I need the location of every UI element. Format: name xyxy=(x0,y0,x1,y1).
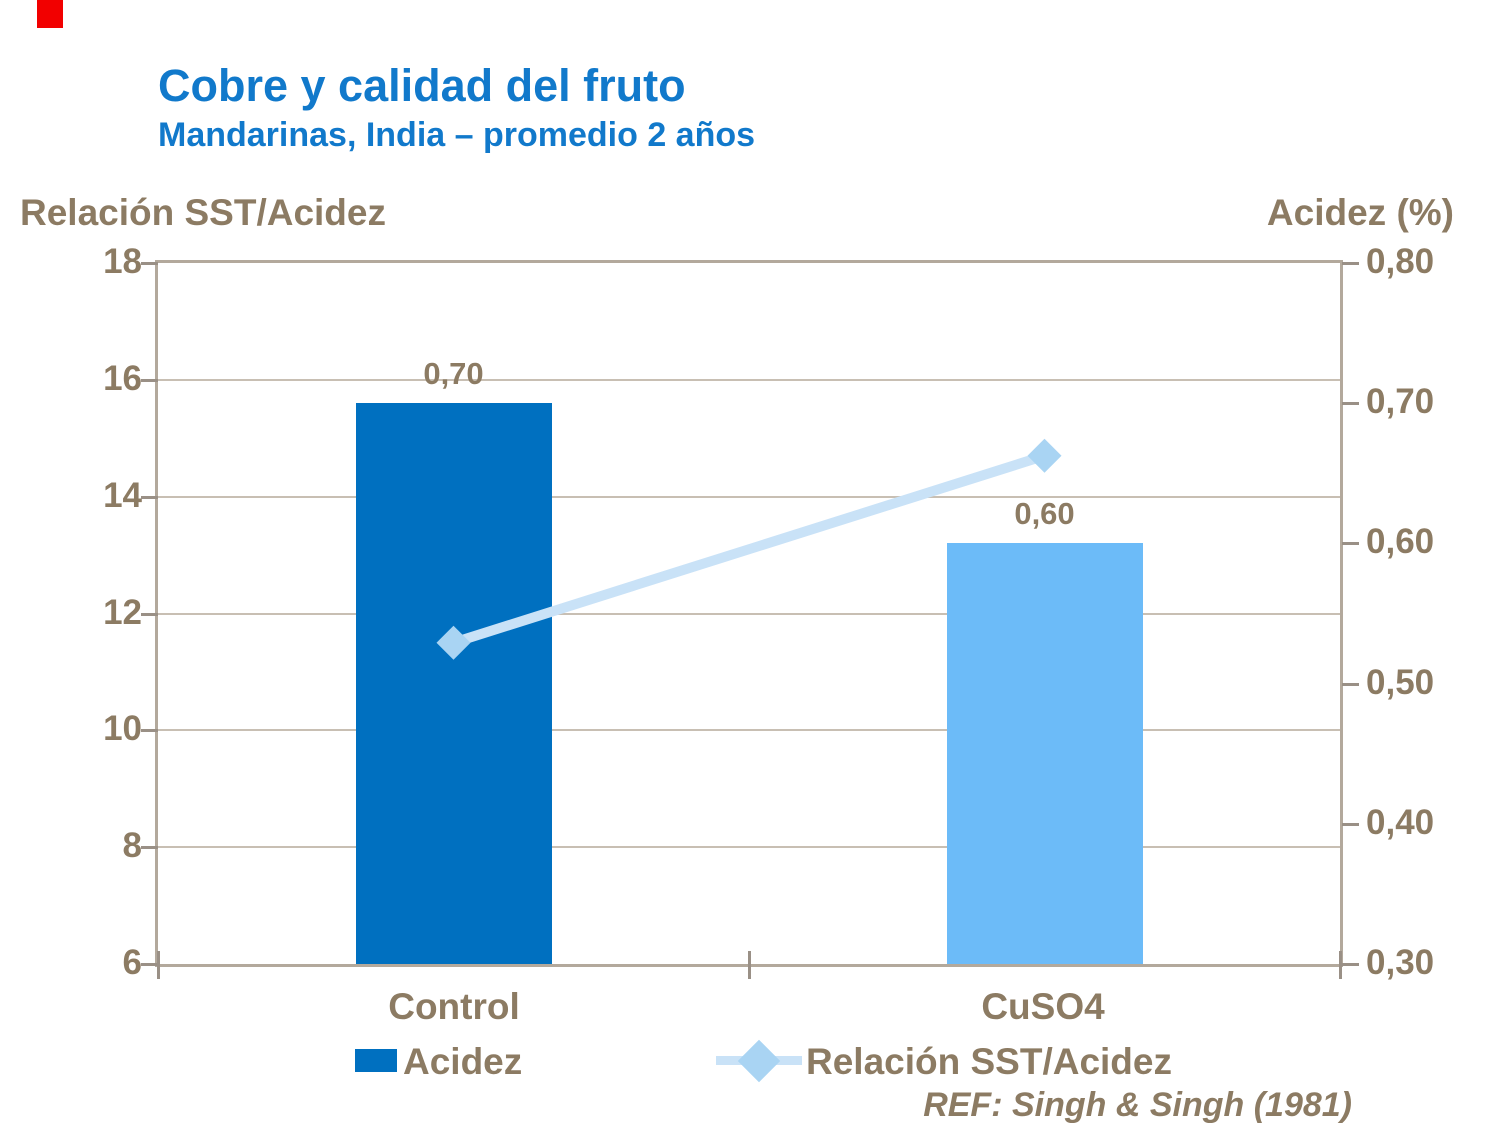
reference-citation: REF: Singh & Singh (1981) xyxy=(923,1086,1352,1124)
bar-cuso4 xyxy=(946,543,1143,964)
legend-label-relacion: Relación SST/Acidez xyxy=(806,1041,1172,1082)
left-axis-tick xyxy=(141,846,158,850)
line-segment xyxy=(451,451,1047,648)
right-axis-tick-label: 0,70 xyxy=(1366,382,1435,422)
left-axis-tick-label: 6 xyxy=(122,943,142,982)
line-series xyxy=(436,438,1062,660)
right-axis-tick xyxy=(1342,262,1359,265)
left-axis-tick-label: 16 xyxy=(103,358,142,398)
bar-data-label: 0,70 xyxy=(423,356,484,392)
bar-data-label: 0,60 xyxy=(1014,496,1075,532)
category-label-control: Control xyxy=(388,986,520,1027)
right-axis-tick-label: 0,80 xyxy=(1366,242,1435,281)
legend-label-acidez: Acidez xyxy=(403,1041,523,1082)
right-axis-tick-label: 0,30 xyxy=(1366,943,1435,982)
left-axis-tick-label: 10 xyxy=(103,709,142,749)
right-axis-tick xyxy=(1342,402,1359,406)
right-axis-tick xyxy=(1342,682,1359,686)
left-axis-tick xyxy=(141,495,158,499)
left-axis-tick xyxy=(141,612,158,616)
diamond-marker-icon xyxy=(1027,438,1062,473)
left-axis-tick-label: 14 xyxy=(103,475,142,515)
left-axis-tick-label: 12 xyxy=(103,592,142,632)
x-axis-tick xyxy=(157,951,160,979)
x-axis-tick xyxy=(1339,951,1342,979)
right-axis-tick-label: 0,50 xyxy=(1366,662,1435,702)
right-axis-tick xyxy=(1342,542,1359,546)
diamond-marker-icon xyxy=(436,625,471,660)
left-axis-tick xyxy=(141,378,158,382)
gridline xyxy=(158,495,1340,498)
plot-inner: 0,70 0,60 xyxy=(158,263,1340,964)
category-label-cuso4: CuSO4 xyxy=(981,986,1105,1027)
slide-title: Cobre y calidad del fruto xyxy=(158,60,686,111)
right-axis-tick xyxy=(1342,963,1359,966)
slide-subtitle: Mandarinas, India – promedio 2 años xyxy=(158,116,756,154)
right-axis-tick xyxy=(1342,822,1359,826)
gridline xyxy=(158,729,1340,732)
left-axis-tick xyxy=(141,262,158,265)
left-axis-tick xyxy=(141,729,158,733)
right-axis-tick-label: 0,40 xyxy=(1366,802,1435,842)
left-axis-title: Relación SST/Acidez xyxy=(20,192,386,233)
right-axis-tick-label: 0,60 xyxy=(1366,522,1435,562)
legend-diamond-icon xyxy=(737,1039,781,1083)
x-axis-tick xyxy=(748,951,751,979)
gridline xyxy=(158,846,1340,849)
right-axis-title: Acidez (%) xyxy=(1266,192,1454,233)
left-axis-tick-label: 18 xyxy=(103,242,142,281)
gridline xyxy=(158,612,1340,615)
left-axis-tick-label: 8 xyxy=(122,826,142,866)
left-axis-tick xyxy=(141,963,158,966)
bar-control xyxy=(355,403,552,964)
legend-bar-swatch xyxy=(355,1049,397,1072)
plot-area: 0,70 0,60 xyxy=(155,260,1343,967)
red-marker xyxy=(37,0,63,28)
gridline xyxy=(158,378,1340,381)
